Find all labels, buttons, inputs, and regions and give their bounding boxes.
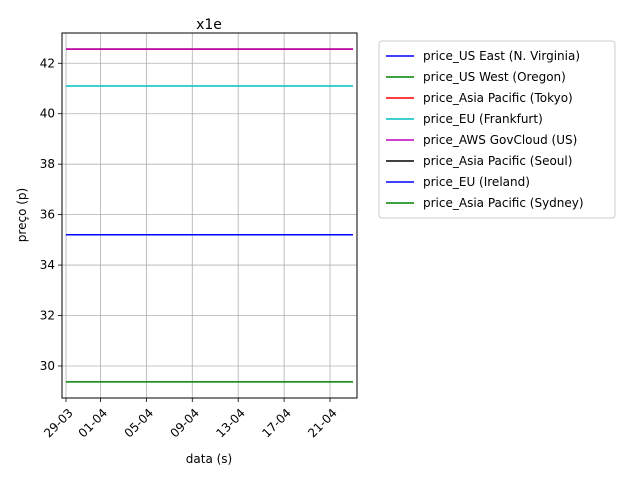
- y-axis: 30 32 34 36 38 40 42: [40, 56, 62, 373]
- y-tick-label: 42: [40, 56, 55, 70]
- y-tick-label: 30: [40, 359, 55, 373]
- legend-entry-label: price_Asia Pacific (Sydney): [423, 196, 584, 210]
- legend-box: [378, 40, 616, 219]
- x-axis-label: data (s): [186, 452, 232, 466]
- legend: price_US East (N. Virginia) price_US West…: [378, 40, 616, 219]
- grid: [62, 33, 357, 398]
- plot-frame: [61, 32, 358, 399]
- series-lines: [66, 48, 353, 383]
- y-tick-label: 34: [40, 258, 55, 272]
- legend-entry-label: price_Asia Pacific (Tokyo): [423, 91, 573, 105]
- y-tick-label: 32: [40, 309, 55, 323]
- legend-entry-label: price_Asia Pacific (Seoul): [423, 154, 572, 168]
- y-tick-label: 36: [40, 208, 55, 222]
- legend-entry-label: price_EU (Frankfurt): [423, 112, 543, 126]
- chart-title: x1e: [196, 17, 222, 33]
- y-tick-label: 40: [40, 107, 55, 121]
- legend-entry-label: price_US East (N. Virginia): [423, 49, 580, 63]
- legend-entry-label: price_US West (Oregon): [423, 70, 566, 84]
- y-tick-label: 38: [40, 157, 55, 171]
- y-axis-label: preço (p): [15, 188, 29, 242]
- legend-entry-label: price_AWS GovCloud (US): [423, 133, 577, 147]
- legend-entry-label: price_EU (Ireland): [423, 175, 530, 189]
